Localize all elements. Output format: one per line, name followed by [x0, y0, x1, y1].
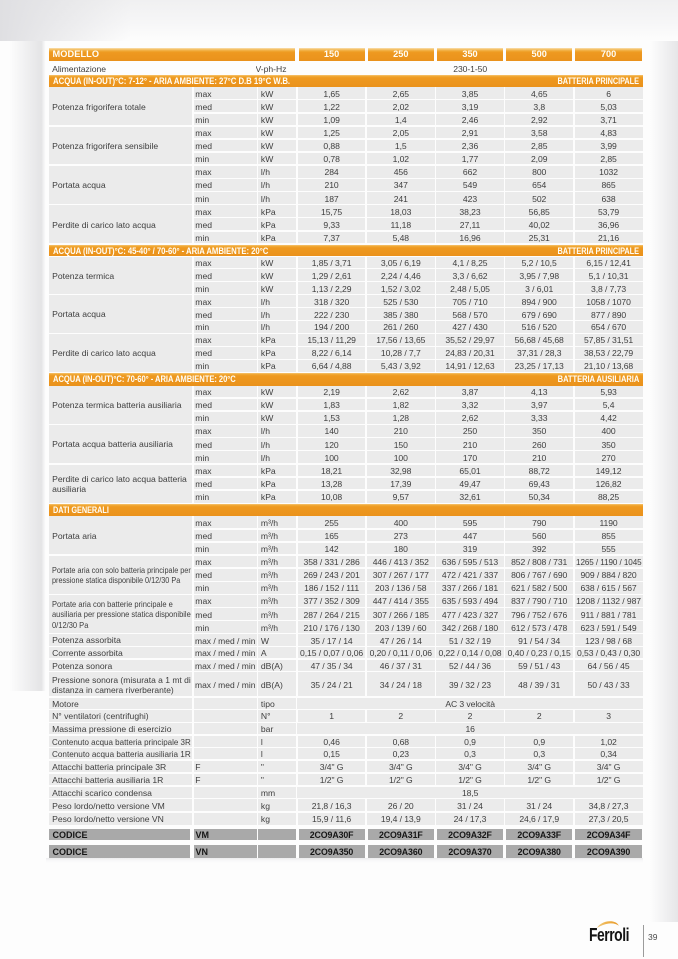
svg-text:Ferroli: Ferroli	[589, 925, 629, 945]
